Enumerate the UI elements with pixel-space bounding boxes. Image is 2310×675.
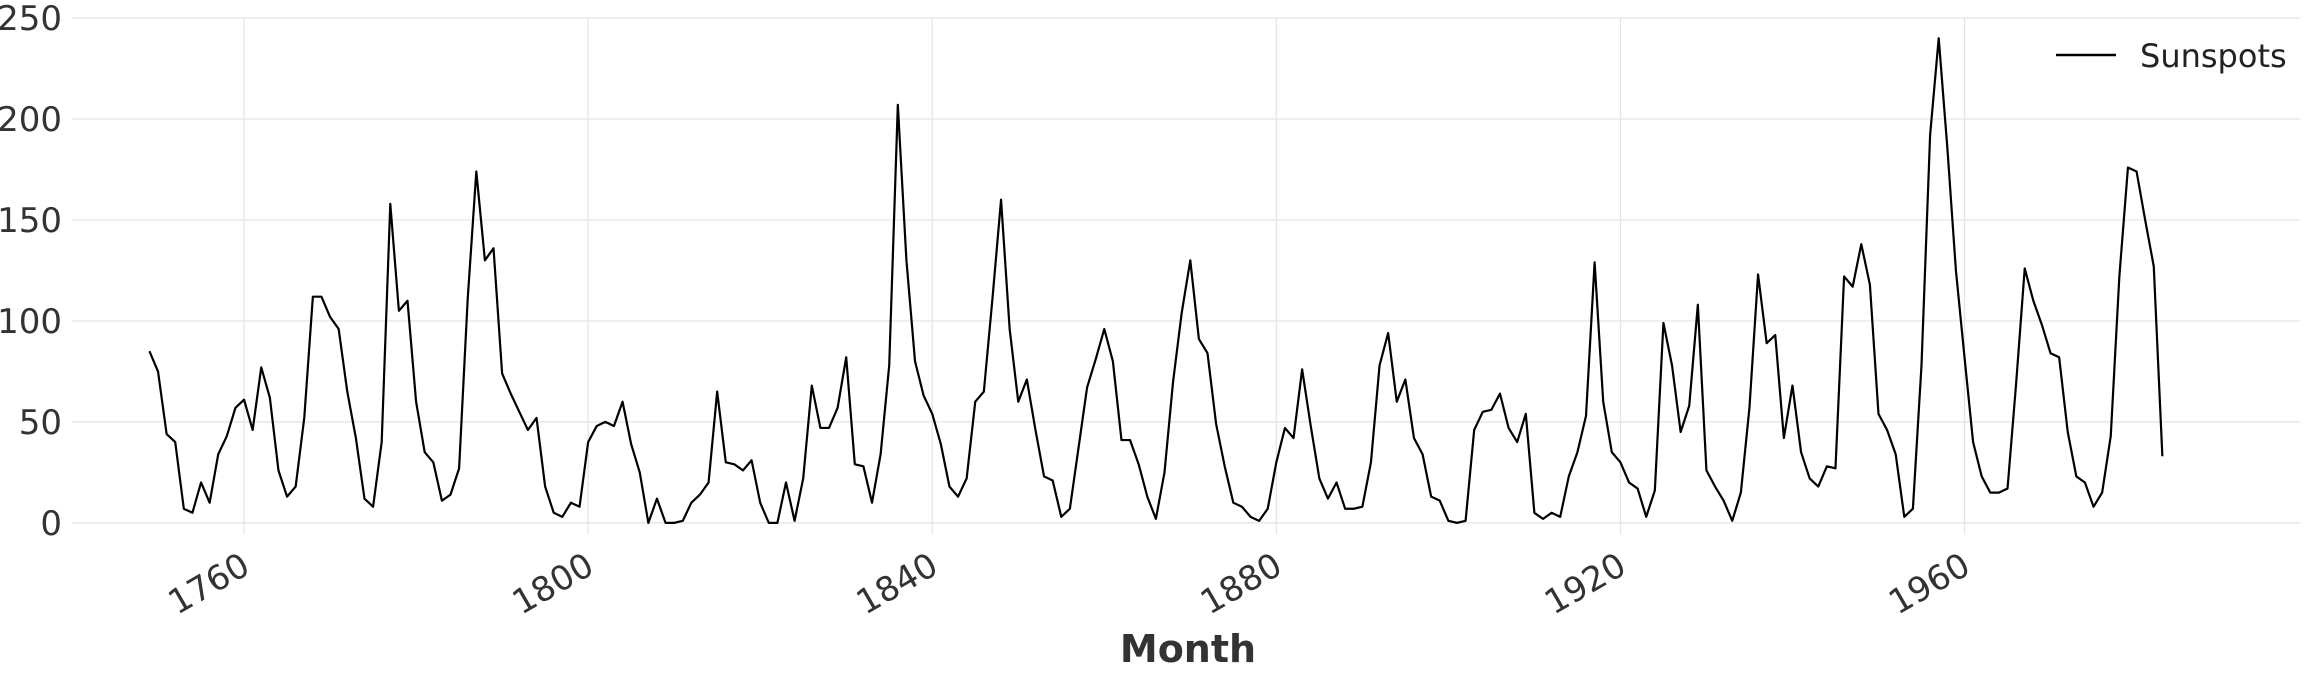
x-tick-label: 1800 — [506, 545, 601, 623]
series-line-sunspots — [148, 37, 2164, 524]
x-tick-label: 1880 — [1194, 545, 1289, 623]
y-tick-label: 50 — [19, 403, 62, 443]
grid-lines — [72, 17, 2300, 535]
x-tick-label: 1960 — [1882, 545, 1977, 623]
y-axis-ticks: 0 50 100 150 200 250 — [0, 0, 62, 544]
y-tick-label: 100 — [0, 302, 62, 342]
x-tick-label: 1920 — [1538, 545, 1633, 623]
x-axis-title: Month — [1120, 627, 1256, 671]
y-tick-label: 250 — [0, 0, 62, 39]
y-tick-label: 0 — [40, 504, 62, 544]
y-tick-label: 150 — [0, 201, 62, 241]
x-axis-ticks: 1760 1800 1840 1880 1920 1960 — [162, 545, 1977, 623]
series-layer — [148, 37, 2164, 524]
x-tick-label: 1840 — [850, 545, 945, 623]
x-tick-label: 1760 — [162, 545, 257, 623]
y-tick-label: 200 — [0, 100, 62, 140]
legend: Sunspots — [2056, 37, 2287, 75]
legend-label-sunspots: Sunspots — [2140, 37, 2287, 75]
